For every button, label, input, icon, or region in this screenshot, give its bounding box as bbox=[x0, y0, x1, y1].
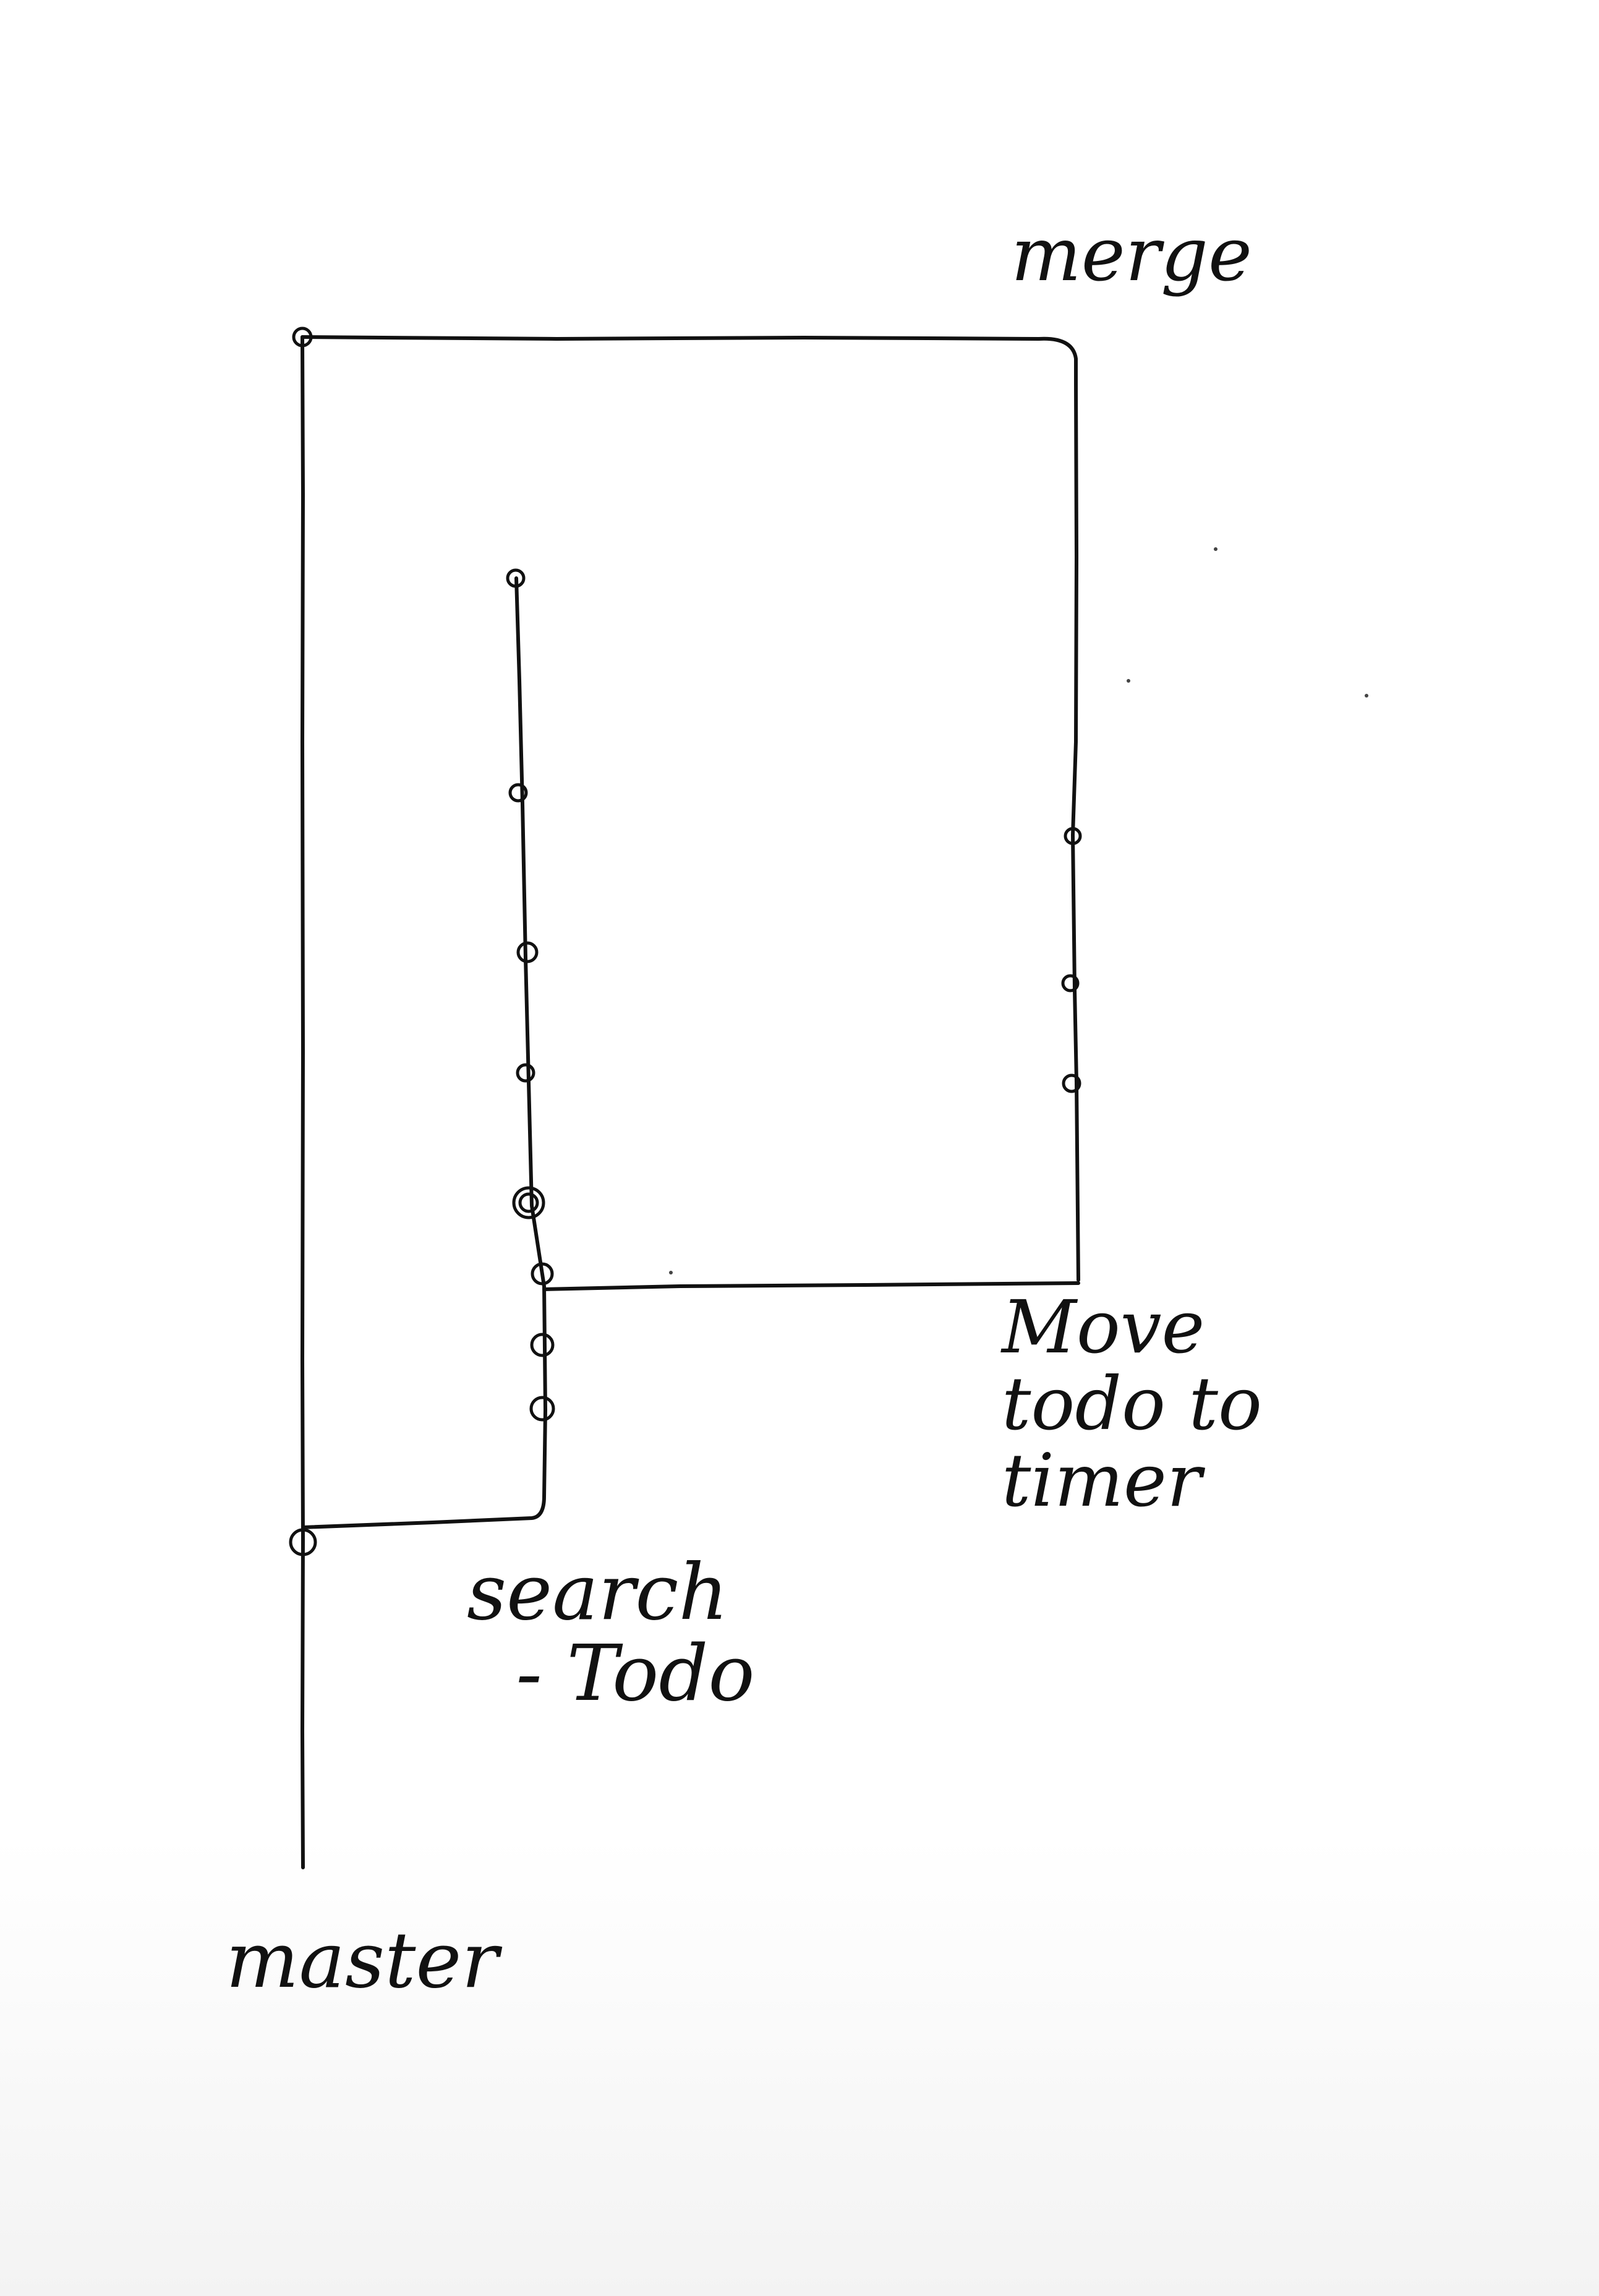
stray-mark bbox=[1365, 694, 1368, 698]
commit-node bbox=[518, 1192, 539, 1213]
commit-node bbox=[516, 941, 539, 963]
master-label: master bbox=[226, 1916, 499, 2005]
search-todo-label: search - Todo bbox=[467, 1548, 755, 1719]
commit-node bbox=[292, 326, 313, 348]
commit-node bbox=[529, 1396, 555, 1422]
commit-node bbox=[508, 783, 528, 803]
commit-node bbox=[289, 1528, 317, 1556]
commit-node bbox=[530, 1333, 555, 1357]
commit-node bbox=[512, 1186, 545, 1219]
move-todo-to-timer-label: Move todo to timer bbox=[1002, 1284, 1263, 1523]
stray-mark bbox=[1214, 547, 1217, 551]
commit-node bbox=[516, 1063, 535, 1083]
move-todo-branch-line bbox=[1071, 382, 1080, 1282]
commit-node bbox=[1062, 1073, 1081, 1093]
master-branch-line bbox=[301, 335, 305, 1869]
commit-node bbox=[531, 1262, 554, 1286]
commit-node bbox=[506, 568, 526, 588]
search-todo-fork-line bbox=[301, 1408, 547, 1529]
merge-line bbox=[301, 335, 1078, 385]
stray-mark bbox=[669, 1271, 673, 1274]
move-todo-fork-line bbox=[542, 1281, 1080, 1291]
stray-mark bbox=[1127, 679, 1130, 683]
commit-node bbox=[1061, 974, 1080, 992]
commit-node bbox=[1064, 827, 1082, 845]
merge-label: merge bbox=[1011, 212, 1252, 298]
search-todo-branch-line bbox=[514, 576, 547, 1412]
